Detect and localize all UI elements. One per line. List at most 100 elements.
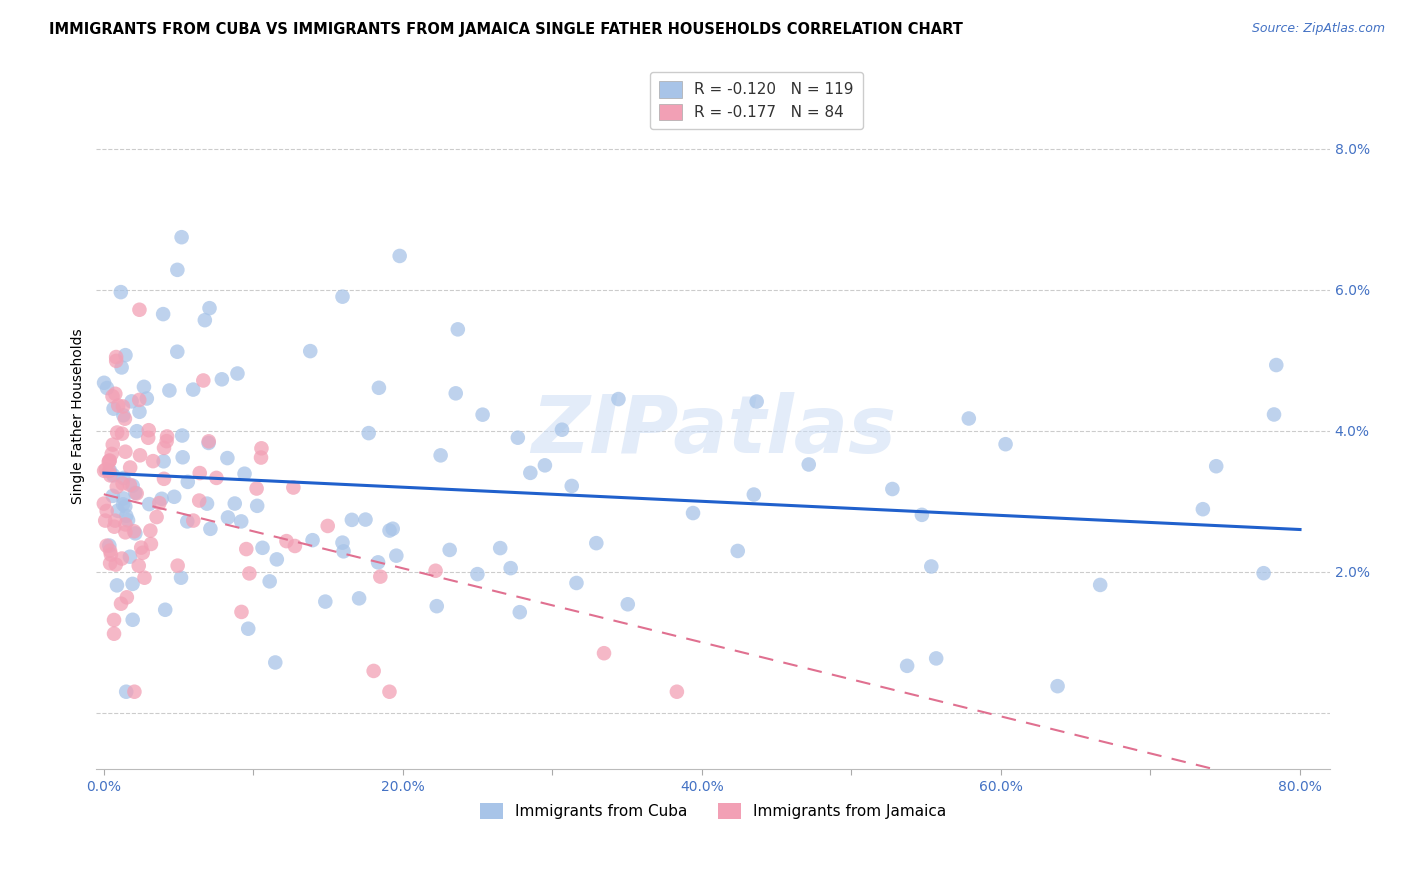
Point [682, 506, 704, 520]
Point [103, 613, 125, 627]
Point [181, 514, 204, 528]
Point [224, 496, 246, 510]
Point [447, 322, 470, 336]
Point [378, 684, 401, 698]
Point [250, 450, 273, 465]
Point [98, 464, 121, 478]
Point [439, 542, 461, 557]
Point [114, 500, 136, 514]
Point [193, 374, 215, 388]
Point [139, 524, 162, 538]
Point [519, 466, 541, 480]
Point [94, 462, 117, 476]
Point [316, 519, 339, 533]
Point [98, 539, 121, 553]
Point [246, 499, 269, 513]
Point [101, 389, 124, 403]
Point [98, 556, 121, 570]
Point [367, 381, 389, 395]
Point [231, 605, 253, 619]
Point [499, 561, 522, 575]
Point [134, 571, 156, 585]
Point [101, 489, 124, 503]
Point [121, 613, 143, 627]
Point [129, 541, 152, 555]
Point [121, 479, 143, 493]
Point [957, 411, 980, 425]
Point [120, 460, 142, 475]
Point [205, 471, 228, 485]
Point [882, 482, 904, 496]
Point [124, 526, 146, 541]
Text: IMMIGRANTS FROM CUBA VS IMMIGRANTS FROM JAMAICA SINGLE FATHER HOUSEHOLDS CORRELA: IMMIGRANTS FROM CUBA VS IMMIGRANTS FROM … [49, 22, 963, 37]
Point [114, 411, 136, 425]
Point [166, 263, 188, 277]
Point [385, 549, 408, 563]
Point [110, 597, 132, 611]
Point [156, 434, 179, 449]
Point [110, 285, 132, 299]
Point [118, 478, 141, 492]
Point [132, 546, 155, 560]
Point [506, 431, 529, 445]
Point [585, 536, 607, 550]
Point [128, 392, 150, 407]
Point [467, 567, 489, 582]
Point [163, 490, 186, 504]
Point [925, 651, 948, 665]
Point [250, 442, 273, 456]
Point [920, 559, 942, 574]
Point [104, 514, 127, 528]
Y-axis label: Single Father Households: Single Father Households [72, 329, 86, 505]
Point [122, 524, 145, 539]
Point [98, 454, 121, 468]
Point [195, 497, 218, 511]
Point [332, 290, 354, 304]
Point [105, 578, 128, 592]
Point [152, 454, 174, 468]
Point [378, 524, 401, 538]
Point [176, 515, 198, 529]
Point [252, 541, 274, 555]
Point [103, 401, 125, 416]
Point [283, 481, 305, 495]
Point [367, 555, 389, 569]
Point [94, 514, 117, 528]
Text: ZIPatlas: ZIPatlas [530, 392, 896, 470]
Point [354, 512, 377, 526]
Point [115, 508, 138, 523]
Point [114, 348, 136, 362]
Point [170, 571, 193, 585]
Point [388, 249, 411, 263]
Point [911, 508, 934, 522]
Point [314, 594, 336, 608]
Point [136, 431, 159, 445]
Point [1263, 408, 1285, 422]
Point [1046, 679, 1069, 693]
Point [101, 437, 124, 451]
Point [105, 354, 128, 368]
Point [211, 372, 233, 386]
Point [152, 307, 174, 321]
Point [245, 482, 267, 496]
Point [233, 467, 256, 481]
Point [112, 471, 135, 485]
Point [276, 534, 298, 549]
Point [188, 493, 211, 508]
Point [340, 513, 363, 527]
Point [156, 429, 179, 443]
Point [727, 544, 749, 558]
Point [103, 626, 125, 640]
Point [128, 302, 150, 317]
Point [561, 479, 583, 493]
Point [534, 458, 557, 473]
Point [125, 424, 148, 438]
Point [593, 646, 616, 660]
Point [124, 486, 146, 500]
Point [105, 425, 128, 440]
Point [444, 386, 467, 401]
Point [111, 400, 134, 414]
Point [745, 394, 768, 409]
Point [565, 576, 588, 591]
Point [93, 464, 115, 478]
